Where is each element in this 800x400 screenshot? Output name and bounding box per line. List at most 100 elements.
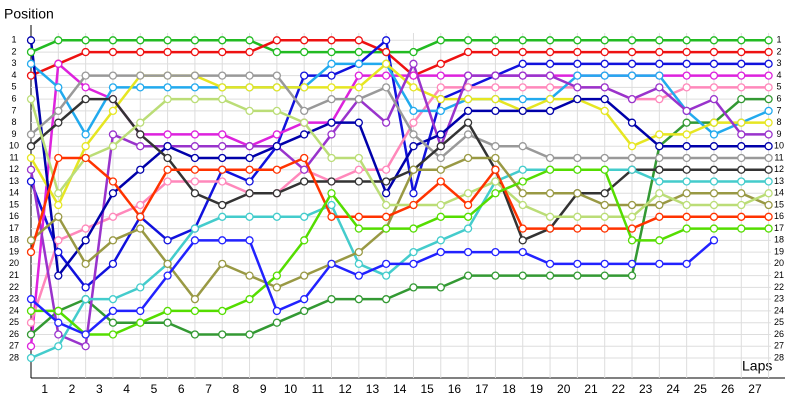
lap-point: [409, 83, 418, 92]
lap-point: [737, 59, 746, 68]
lap-point: [190, 236, 200, 245]
lap-point: [463, 224, 473, 233]
lap-point: [491, 247, 500, 257]
lap-point: [764, 189, 773, 198]
lap-point: [518, 71, 527, 80]
lap-point: [545, 259, 555, 269]
y-tick-label-right: 25: [774, 317, 784, 327]
lap-point: [491, 106, 500, 116]
lap-point: [518, 271, 527, 280]
lap-point: [26, 165, 36, 174]
lap-point: [518, 236, 527, 245]
y-tick-label: 25: [9, 317, 19, 327]
lap-point: [682, 200, 691, 210]
lap-point: [627, 36, 637, 45]
lap-point: [108, 83, 118, 92]
lap-point: [737, 118, 746, 127]
series-line: [30, 97, 769, 242]
x-tick-label: 7: [205, 382, 212, 396]
lap-point: [81, 153, 90, 163]
lap-point: [190, 306, 200, 316]
series-line: [30, 97, 769, 336]
lap-point: [682, 224, 691, 233]
lap-point: [300, 47, 309, 57]
lap-point: [272, 318, 282, 327]
lap-point: [518, 200, 527, 210]
lap-point: [26, 71, 36, 80]
lap-point: [354, 212, 363, 221]
lap-point: [81, 142, 90, 151]
series-line: [30, 39, 769, 54]
lap-point: [764, 47, 773, 57]
x-tick-label: 12: [338, 382, 352, 396]
lap-point: [737, 47, 746, 57]
lap-point: [190, 71, 200, 80]
lap-point: [300, 118, 309, 127]
x-tick-label: 9: [260, 382, 267, 396]
x-tick-label: 11: [312, 382, 325, 396]
lap-point: [300, 165, 309, 174]
lap-point: [409, 165, 418, 174]
x-tick-label: 15: [420, 382, 434, 396]
lap-point: [463, 271, 473, 280]
lap-point: [545, 189, 555, 198]
lap-point: [136, 142, 145, 151]
lap-point: [327, 177, 336, 186]
lap-point: [108, 189, 118, 198]
lap-point: [245, 330, 254, 339]
series-line: [29, 97, 770, 219]
lap-point: [764, 106, 773, 116]
lap-point: [381, 59, 391, 68]
lap-point: [545, 271, 555, 280]
lap-point: [54, 36, 63, 45]
lap-point: [300, 236, 309, 245]
lap-point: [300, 106, 309, 116]
lap-point: [26, 342, 36, 351]
lap-point: [26, 306, 36, 316]
lap-point: [354, 153, 363, 163]
lap-point: [518, 189, 527, 198]
lap-point: [381, 259, 391, 269]
lap-point: [354, 271, 363, 280]
x-tick-label: 14: [393, 382, 407, 396]
lap-point: [627, 118, 637, 127]
x-tick-label: 13: [366, 382, 380, 396]
lap-point: [190, 295, 200, 304]
x-tick-label: 2: [69, 382, 76, 396]
lap-point: [573, 71, 582, 80]
lap-point: [163, 83, 172, 92]
lap-point: [54, 200, 63, 210]
lap-point: [436, 236, 445, 245]
lap-point: [682, 71, 691, 80]
lap-point: [245, 106, 254, 116]
lap-point: [655, 200, 664, 210]
y-tick-label-right: 20: [774, 258, 784, 268]
lap-point: [491, 271, 500, 280]
y-tick-label-right: 2: [776, 46, 781, 56]
lap-point: [54, 189, 63, 198]
lap-point: [300, 212, 309, 221]
lap-point: [709, 47, 719, 57]
lap-point: [26, 318, 36, 327]
lap-point: [54, 342, 63, 351]
lap-point: [327, 36, 336, 45]
lap-point: [600, 106, 609, 116]
lap-point: [655, 165, 664, 174]
lap-point: [272, 189, 282, 198]
lap-point: [518, 106, 527, 116]
lap-point: [436, 247, 445, 257]
lap-point: [463, 247, 473, 257]
lap-point: [600, 271, 609, 280]
lap-point: [218, 94, 227, 104]
lap-point: [26, 353, 36, 363]
lap-point: [436, 153, 445, 163]
lap-point: [190, 330, 200, 339]
lap-point: [81, 83, 90, 92]
lap-point: [436, 59, 445, 68]
lap-point: [655, 130, 664, 139]
lap-point: [463, 36, 473, 45]
lap-point: [463, 47, 473, 57]
lap-point: [436, 212, 445, 221]
lap-point: [26, 94, 36, 104]
lap-point: [491, 165, 500, 174]
